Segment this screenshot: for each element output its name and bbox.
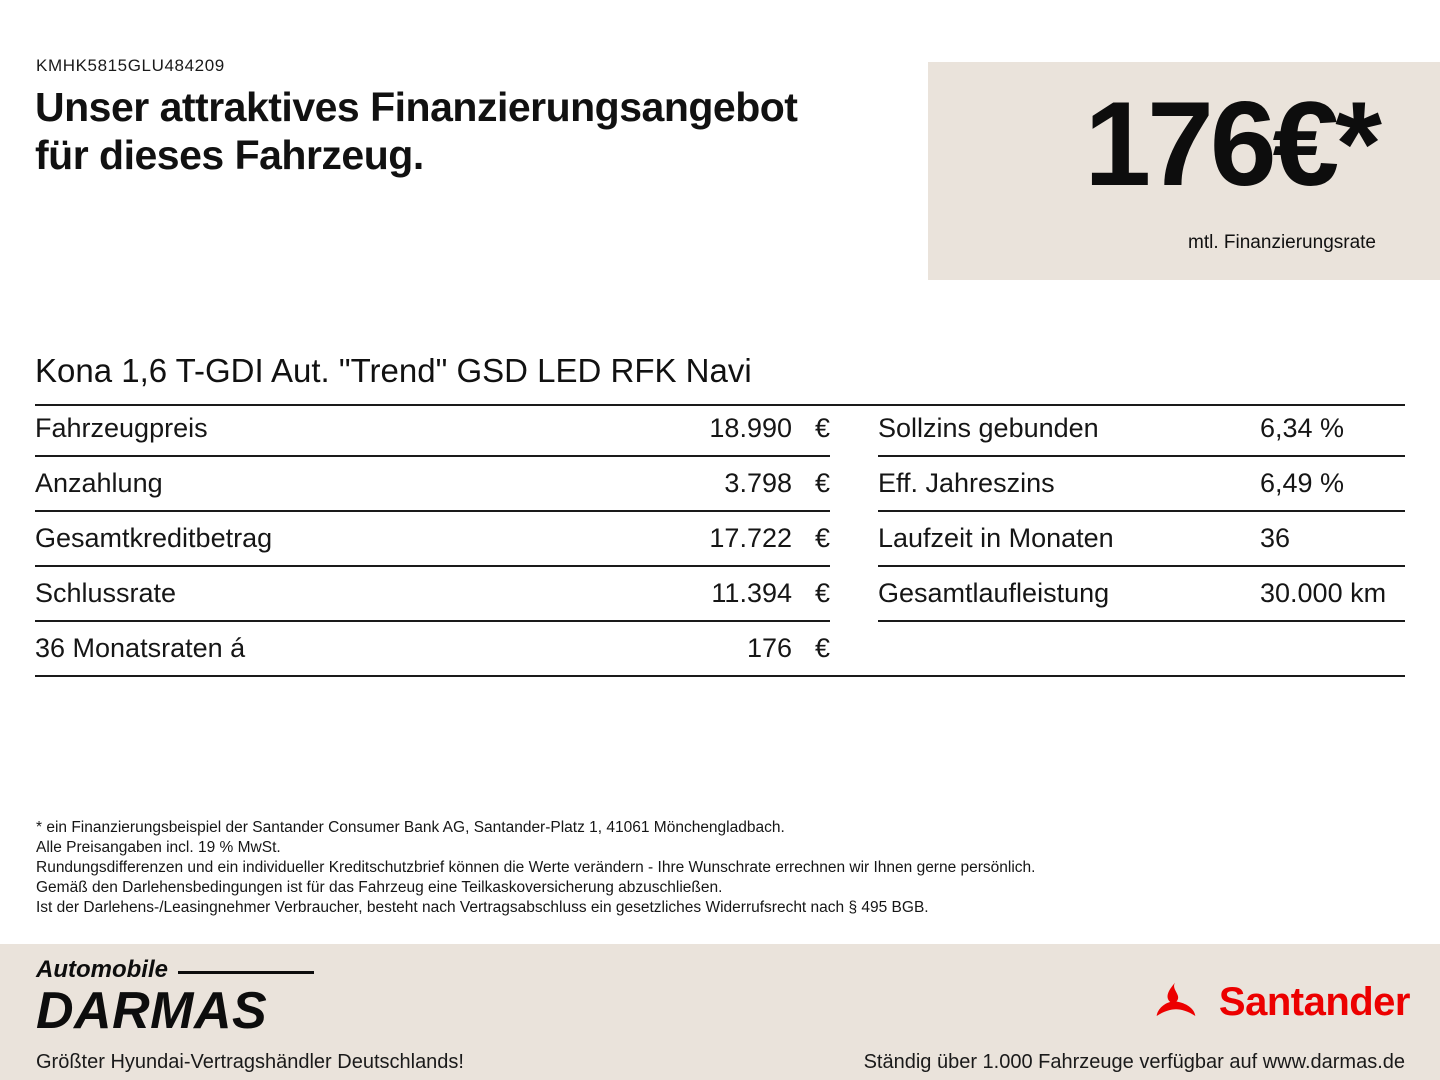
darmas-logo: Automobile DARMAS xyxy=(36,956,314,1039)
row-unit: € xyxy=(814,468,830,498)
monthly-rate-value: 176€* xyxy=(1084,77,1382,211)
fine-print: * ein Finanzierungsbeispiel der Santande… xyxy=(36,818,1035,918)
santander-flame-icon xyxy=(1156,980,1196,1016)
table-row-jahreszins: Eff. Jahreszins 6,49 % xyxy=(878,457,1405,512)
darmas-logo-rule xyxy=(178,970,314,974)
fine-print-line-3: Rundungsdifferenzen und ein individuelle… xyxy=(36,859,1036,876)
row-label: Fahrzeugpreis xyxy=(35,413,208,443)
footer-dealer-claim: Größter Hyundai-Vertragshändler Deutschl… xyxy=(36,1051,464,1073)
santander-logo: Santander xyxy=(1147,980,1411,1025)
row-label: Gesamtkreditbetrag xyxy=(35,523,273,553)
row-unit: € xyxy=(814,633,830,663)
row-unit: € xyxy=(814,413,830,443)
row-label: Anzahlung xyxy=(35,468,163,498)
table-row-fahrzeugpreis: Fahrzeugpreis 18.990 € xyxy=(35,402,830,457)
finance-table: Fahrzeugpreis 18.990 € Anzahlung 3.798 €… xyxy=(35,402,1405,677)
row-value: 36 xyxy=(1260,523,1291,553)
fine-print-line-1: * ein Finanzierungsbeispiel der Santande… xyxy=(36,819,785,836)
vin-number: KMHK5815GLU484209 xyxy=(36,56,225,75)
row-label: Laufzeit in Monaten xyxy=(878,523,1114,553)
table-row-schlussrate: Schlussrate 11.394 € xyxy=(35,567,830,622)
row-unit: € xyxy=(814,578,830,608)
row-value: 6,34 % xyxy=(1260,413,1345,443)
darmas-logo-main-text: DARMAS xyxy=(36,982,268,1040)
row-value: 17.722 xyxy=(709,523,792,553)
santander-logo-text: Santander xyxy=(1218,980,1411,1024)
headline-line1: Unser attraktives Finanzierungsangebot xyxy=(35,84,798,130)
darmas-logo-automobile-text: Automobile xyxy=(36,956,168,983)
row-label: 36 Monatsraten á xyxy=(35,633,246,663)
headline-line2: für dieses Fahrzeug. xyxy=(35,131,424,178)
fine-print-line-5: Ist der Darlehens-/Leasingnehmer Verbrau… xyxy=(36,899,929,916)
footer-band: Automobile DARMAS Santander Größter Hyun… xyxy=(0,944,1440,1080)
table-row-gesamtkreditbetrag: Gesamtkreditbetrag 17.722 € xyxy=(35,512,830,567)
row-label: Schlussrate xyxy=(35,578,177,608)
row-value: 18.990 xyxy=(709,413,792,443)
footer-website-text: Ständig über 1.000 Fahrzeuge verfügbar a… xyxy=(863,1051,1405,1073)
row-value: 176 xyxy=(746,633,792,663)
darmas-logo-top: Automobile xyxy=(36,956,314,984)
table-row-sollzins: Sollzins gebunden 6,34 % xyxy=(878,402,1405,457)
row-unit: € xyxy=(814,523,830,553)
row-value: 6,49 % xyxy=(1260,468,1345,498)
row-label: Sollzins gebunden xyxy=(878,413,1099,443)
row-label: Gesamtlaufleistung xyxy=(878,578,1110,608)
row-label: Eff. Jahreszins xyxy=(878,468,1055,498)
finance-table-left-column: Fahrzeugpreis 18.990 € Anzahlung 3.798 €… xyxy=(35,402,830,622)
fine-print-line-4: Gemäß den Darlehensbedingungen ist für d… xyxy=(36,879,723,896)
row-inner: 36 Monatsraten á 176 € xyxy=(35,622,830,675)
row-value: 3.798 xyxy=(724,468,792,498)
fine-print-line-2: Alle Preisangaben incl. 19 % MwSt. xyxy=(36,839,281,856)
table-row-laufzeit: Laufzeit in Monaten 36 xyxy=(878,512,1405,567)
monthly-rate-label: mtl. Finanzierungsrate xyxy=(1188,232,1376,253)
row-value: 11.394 xyxy=(711,578,792,608)
table-row-gesamtlaufleistung: Gesamtlaufleistung 30.000 km xyxy=(878,567,1405,622)
vehicle-title: Kona 1,6 T-GDI Aut. "Trend" GSD LED RFK … xyxy=(35,352,1405,406)
table-row-monatsraten: 36 Monatsraten á 176 € xyxy=(35,622,1405,677)
page-title: Unser attraktives Finanzierungsangebot f… xyxy=(35,84,798,180)
finance-table-right-column: Sollzins gebunden 6,34 % Eff. Jahreszins… xyxy=(878,402,1405,622)
monthly-rate-box: 176€* mtl. Finanzierungsrate xyxy=(928,62,1440,280)
row-value: 30.000 km xyxy=(1260,578,1387,608)
table-row-anzahlung: Anzahlung 3.798 € xyxy=(35,457,830,512)
